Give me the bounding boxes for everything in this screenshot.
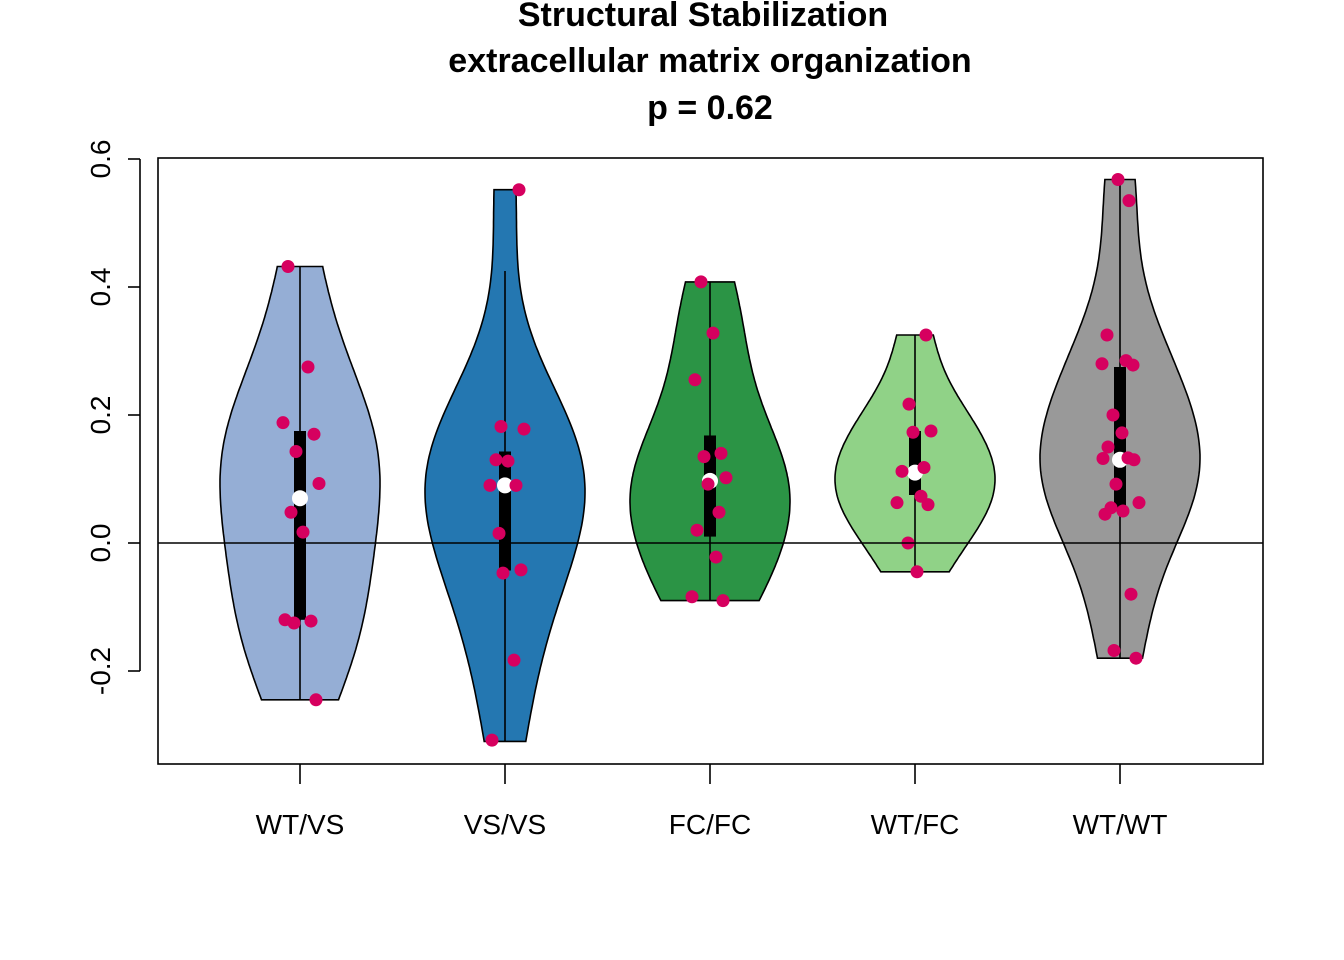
data-point	[512, 183, 526, 197]
data-point	[690, 523, 704, 537]
data-point	[685, 590, 699, 604]
data-point	[902, 397, 916, 411]
data-point	[304, 614, 318, 628]
data-point	[289, 444, 303, 458]
y-tick-label: 0.0	[85, 524, 116, 563]
x-tick-label: WT/VS	[256, 809, 345, 840]
y-tick-label: 0.2	[85, 396, 116, 435]
boxes-layer	[292, 179, 1128, 742]
data-point	[501, 454, 515, 468]
data-point	[1100, 328, 1114, 342]
data-point	[496, 566, 510, 580]
data-point	[1126, 358, 1140, 372]
median-marker	[497, 477, 513, 494]
x-tick-label: WT/WT	[1073, 809, 1168, 840]
data-point	[281, 260, 295, 274]
data-point	[1101, 440, 1115, 454]
chart-title: Structural Stabilization extracellular m…	[448, 0, 971, 127]
data-point	[716, 594, 730, 608]
data-point	[514, 563, 528, 577]
data-point	[301, 360, 315, 374]
data-point	[917, 460, 931, 474]
data-point	[509, 478, 523, 492]
axes-layer: -0.2 0.0 0.2 0.4 0.6 WT/VS VS/VS FC/FC WT/FC WT/W…	[85, 140, 1264, 840]
data-point	[1127, 453, 1141, 467]
data-point	[890, 496, 904, 510]
data-point	[924, 424, 938, 438]
data-point	[1098, 507, 1112, 521]
points-layer	[276, 172, 1146, 747]
data-point	[494, 420, 508, 434]
data-point	[309, 693, 323, 707]
data-point	[694, 275, 708, 289]
y-tick-label: 0.4	[85, 268, 116, 307]
data-point	[1122, 194, 1136, 208]
data-point	[1132, 496, 1146, 510]
y-tick-label: -0.2	[85, 647, 116, 695]
x-tick-label: VS/VS	[464, 809, 546, 840]
data-point	[312, 476, 326, 490]
x-tick-label: WT/FC	[871, 809, 960, 840]
box-wt-vs	[294, 431, 306, 620]
data-point	[709, 550, 723, 564]
data-point	[276, 416, 290, 430]
data-point	[485, 733, 499, 747]
data-point	[1129, 651, 1143, 665]
data-point	[1115, 426, 1129, 440]
x-tick-label: FC/FC	[669, 809, 751, 840]
data-point	[701, 477, 715, 491]
data-point	[921, 498, 935, 512]
data-point	[1109, 477, 1123, 491]
data-point	[688, 373, 702, 387]
data-point	[1111, 172, 1125, 186]
box-vs-vs	[499, 451, 511, 571]
data-point	[895, 464, 909, 478]
title-line-1: Structural Stabilization	[518, 0, 888, 34]
data-point	[719, 471, 733, 485]
data-point	[919, 328, 933, 342]
data-point	[1096, 452, 1110, 466]
data-point	[284, 505, 298, 519]
data-point	[714, 446, 728, 460]
data-point	[483, 478, 497, 492]
data-point	[906, 425, 920, 439]
box-wt-fc	[909, 431, 921, 495]
data-point	[287, 616, 301, 630]
data-point	[1124, 587, 1138, 601]
data-point	[1106, 408, 1120, 422]
title-line-3: p = 0.62	[647, 89, 773, 127]
data-point	[697, 450, 711, 464]
data-point	[1107, 644, 1121, 658]
data-point	[517, 422, 531, 436]
data-point	[507, 653, 521, 667]
y-tick-label: 0.6	[85, 140, 116, 179]
data-point	[489, 453, 503, 467]
data-point	[492, 526, 506, 540]
median-marker	[292, 490, 308, 507]
title-line-2: extracellular matrix organization	[448, 42, 971, 80]
data-point	[1116, 504, 1130, 518]
data-point	[307, 427, 321, 441]
data-point	[712, 505, 726, 519]
data-point	[706, 326, 720, 340]
data-point	[1095, 357, 1109, 371]
data-point	[910, 565, 924, 579]
data-point	[296, 525, 310, 539]
